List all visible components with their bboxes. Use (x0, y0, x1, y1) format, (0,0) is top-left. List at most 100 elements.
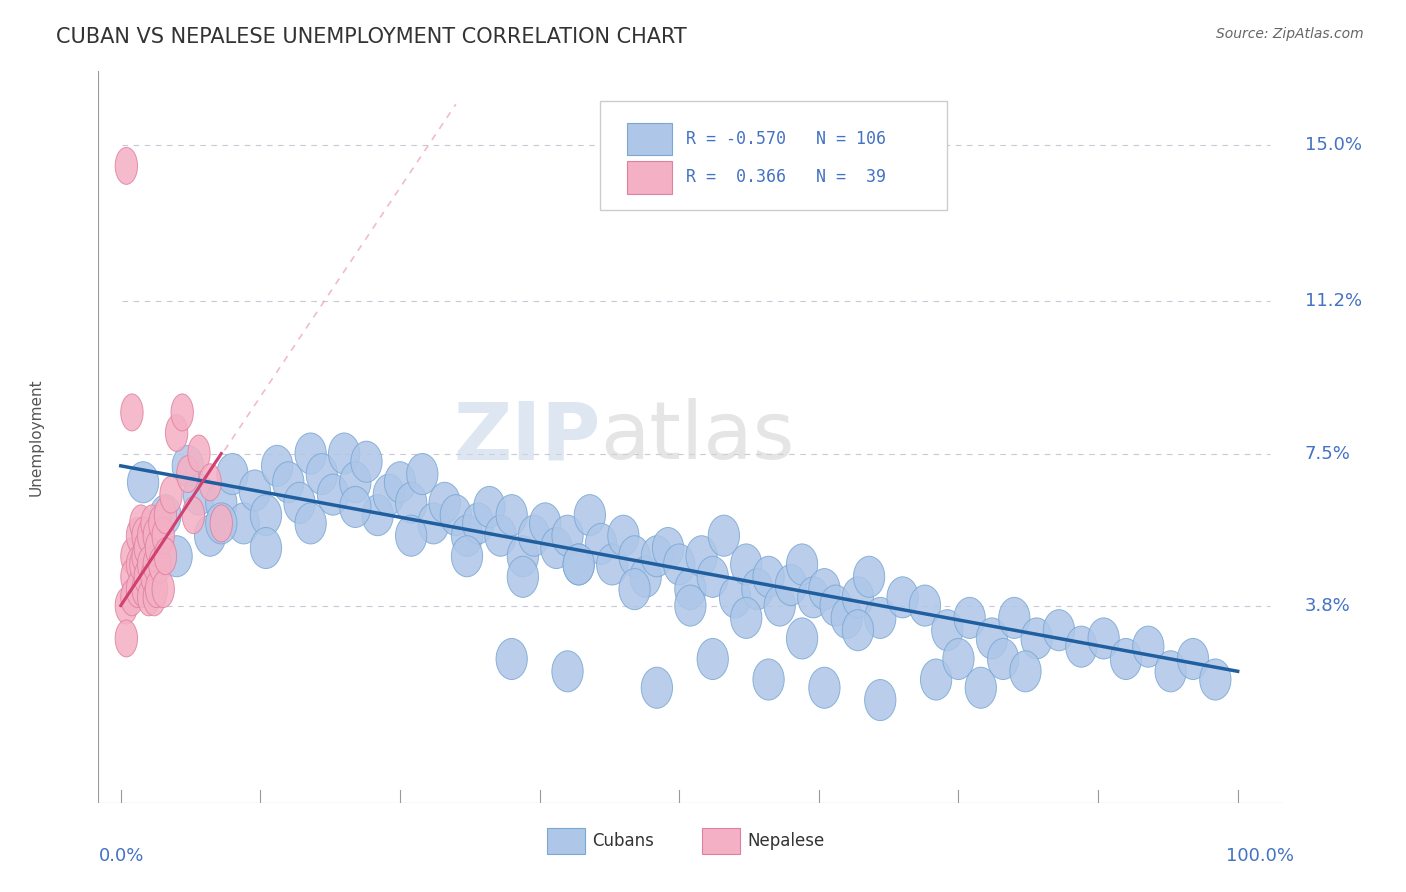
Ellipse shape (562, 544, 595, 585)
Ellipse shape (1133, 626, 1164, 667)
Ellipse shape (273, 462, 304, 503)
Ellipse shape (943, 639, 974, 680)
Ellipse shape (152, 517, 174, 554)
Ellipse shape (141, 558, 163, 595)
Ellipse shape (731, 544, 762, 585)
Ellipse shape (205, 483, 238, 524)
Ellipse shape (395, 483, 427, 524)
FancyBboxPatch shape (600, 101, 948, 211)
Ellipse shape (198, 464, 221, 500)
Ellipse shape (418, 503, 449, 544)
Ellipse shape (128, 462, 159, 503)
FancyBboxPatch shape (547, 829, 585, 854)
Ellipse shape (307, 453, 337, 494)
Ellipse shape (731, 598, 762, 639)
Ellipse shape (121, 558, 143, 595)
Ellipse shape (865, 680, 896, 721)
Ellipse shape (340, 462, 371, 503)
Ellipse shape (127, 517, 149, 554)
Ellipse shape (1043, 609, 1074, 651)
Ellipse shape (485, 516, 516, 557)
Ellipse shape (429, 483, 460, 524)
Ellipse shape (553, 651, 583, 692)
Ellipse shape (115, 587, 138, 624)
Ellipse shape (239, 470, 270, 511)
Ellipse shape (641, 536, 672, 577)
Ellipse shape (754, 557, 785, 598)
Ellipse shape (152, 571, 174, 607)
Ellipse shape (955, 598, 986, 639)
Ellipse shape (451, 536, 482, 577)
Ellipse shape (697, 639, 728, 680)
Ellipse shape (887, 577, 918, 618)
Text: atlas: atlas (600, 398, 794, 476)
Ellipse shape (149, 546, 172, 583)
Ellipse shape (786, 618, 818, 659)
Text: Nepalese: Nepalese (748, 832, 824, 850)
Ellipse shape (318, 474, 349, 516)
Ellipse shape (209, 505, 232, 541)
Ellipse shape (496, 494, 527, 536)
Text: CUBAN VS NEPALESE UNEMPLOYMENT CORRELATION CHART: CUBAN VS NEPALESE UNEMPLOYMENT CORRELATI… (56, 27, 688, 46)
Ellipse shape (1021, 618, 1052, 659)
Text: 3.8%: 3.8% (1305, 597, 1350, 615)
Ellipse shape (842, 609, 873, 651)
Text: 15.0%: 15.0% (1305, 136, 1361, 154)
Ellipse shape (820, 585, 851, 626)
Ellipse shape (697, 557, 728, 598)
Ellipse shape (262, 445, 292, 486)
Ellipse shape (194, 516, 226, 557)
Ellipse shape (987, 639, 1019, 680)
Ellipse shape (1010, 651, 1040, 692)
FancyBboxPatch shape (702, 829, 740, 854)
Ellipse shape (496, 639, 527, 680)
Text: 100.0%: 100.0% (1226, 847, 1294, 865)
Ellipse shape (508, 557, 538, 598)
Ellipse shape (155, 497, 177, 533)
Ellipse shape (340, 486, 371, 527)
Ellipse shape (976, 618, 1008, 659)
Ellipse shape (188, 435, 209, 472)
Ellipse shape (295, 433, 326, 474)
Text: 7.5%: 7.5% (1305, 444, 1351, 463)
Ellipse shape (686, 536, 717, 577)
Ellipse shape (1066, 626, 1097, 667)
Ellipse shape (329, 433, 360, 474)
Ellipse shape (998, 598, 1031, 639)
Ellipse shape (132, 517, 155, 554)
Ellipse shape (115, 147, 138, 185)
Ellipse shape (474, 486, 505, 527)
Ellipse shape (921, 659, 952, 700)
Ellipse shape (786, 544, 818, 585)
Ellipse shape (508, 536, 538, 577)
Ellipse shape (440, 494, 471, 536)
Ellipse shape (763, 585, 796, 626)
Ellipse shape (619, 536, 650, 577)
Ellipse shape (1177, 639, 1209, 680)
Ellipse shape (250, 494, 281, 536)
Ellipse shape (754, 659, 785, 700)
Ellipse shape (541, 527, 572, 568)
Text: 0.0%: 0.0% (98, 847, 143, 865)
Ellipse shape (395, 516, 427, 557)
Ellipse shape (138, 546, 160, 583)
Ellipse shape (132, 571, 155, 607)
Ellipse shape (630, 557, 661, 598)
Ellipse shape (1088, 618, 1119, 659)
Ellipse shape (720, 577, 751, 618)
Ellipse shape (619, 568, 650, 609)
Ellipse shape (295, 503, 326, 544)
Ellipse shape (143, 517, 166, 554)
Ellipse shape (138, 579, 160, 615)
Ellipse shape (183, 497, 204, 533)
Ellipse shape (965, 667, 997, 708)
Ellipse shape (1154, 651, 1187, 692)
Ellipse shape (138, 517, 160, 554)
Ellipse shape (172, 445, 204, 486)
Ellipse shape (641, 667, 672, 708)
Ellipse shape (797, 577, 830, 618)
Text: R = -0.570   N = 106: R = -0.570 N = 106 (686, 129, 886, 148)
Text: Source: ZipAtlas.com: Source: ZipAtlas.com (1216, 27, 1364, 41)
Ellipse shape (553, 516, 583, 557)
Ellipse shape (155, 538, 177, 574)
